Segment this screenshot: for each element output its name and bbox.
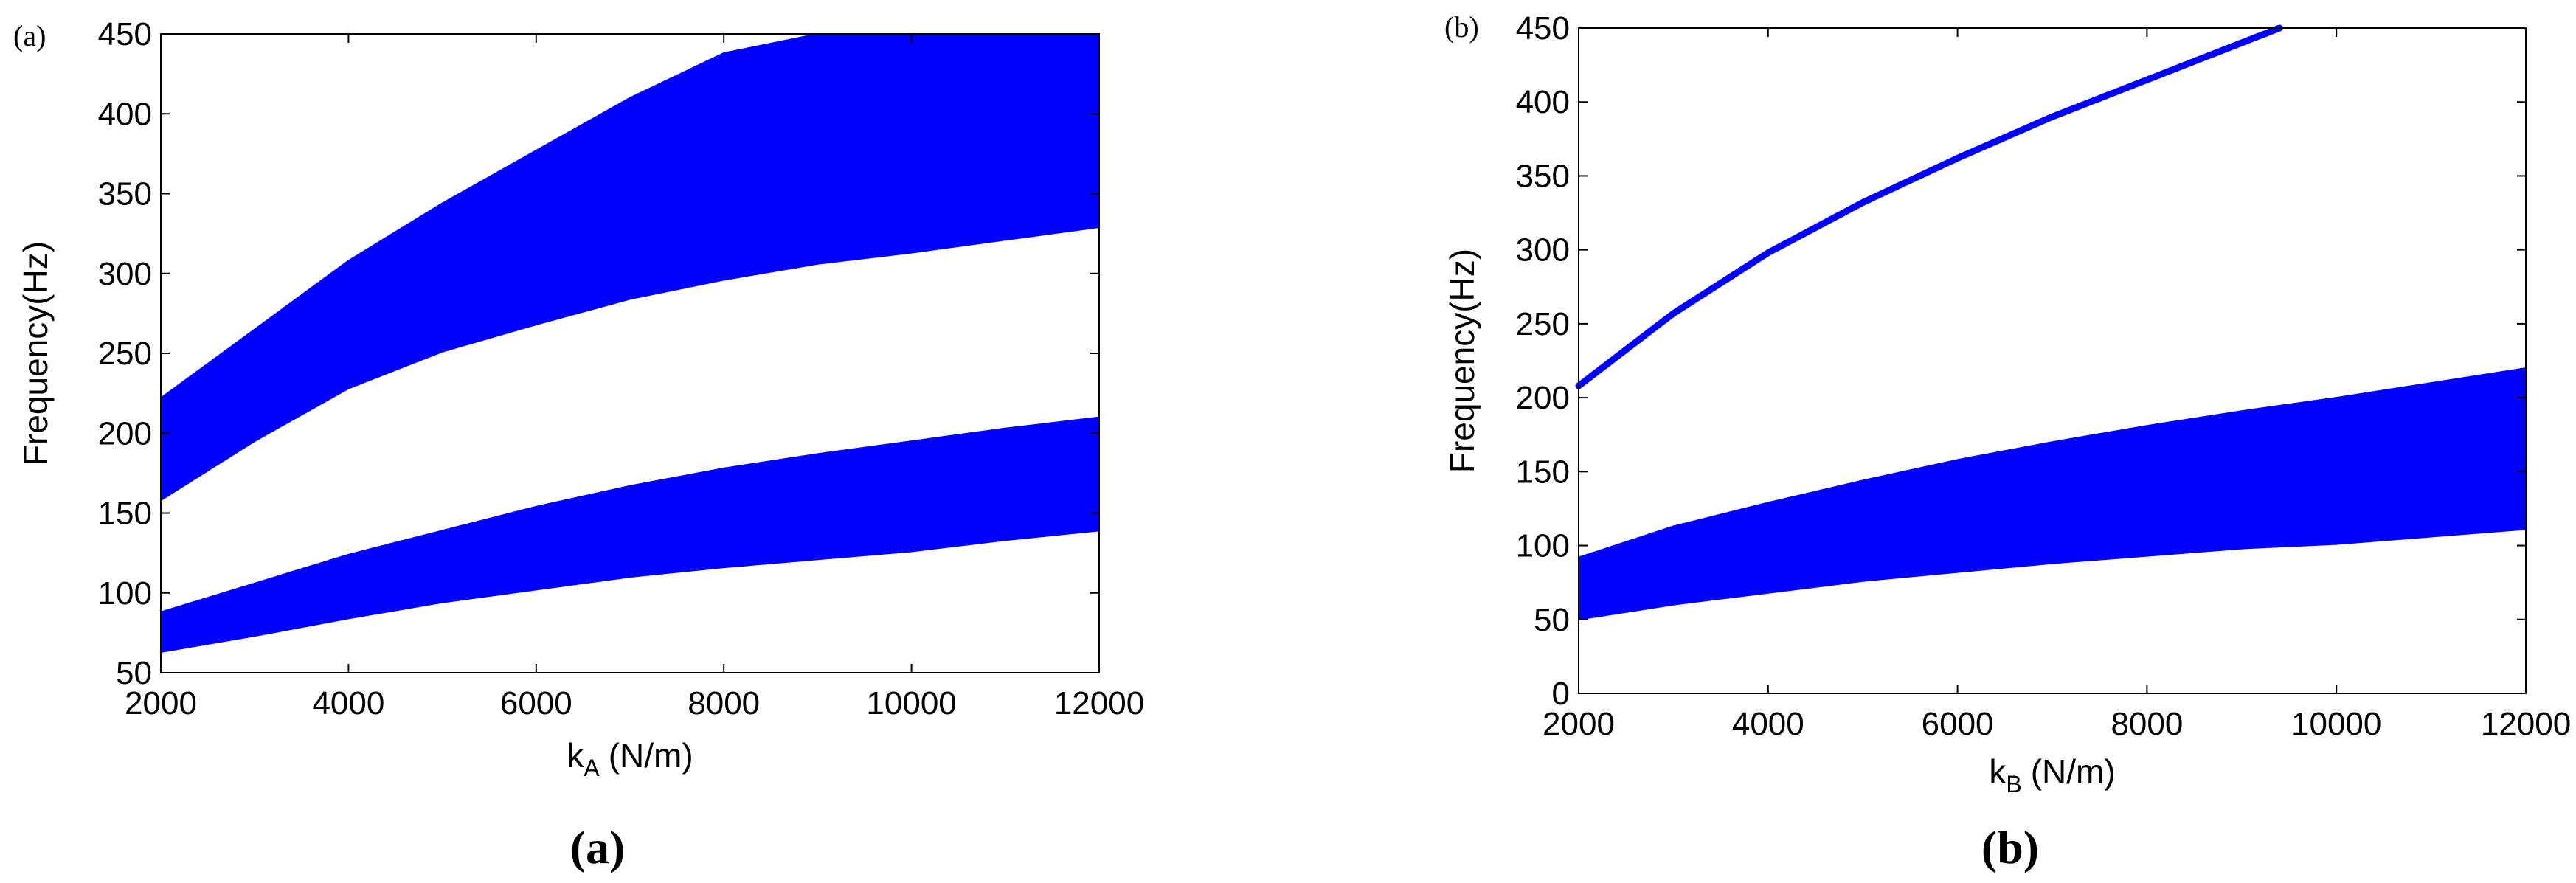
frequency-band-b-1 (1578, 367, 2527, 620)
frequency-curve-b-1 (1575, 24, 2283, 389)
x-tick-label: 4000 (312, 685, 384, 721)
x-tick-label: 6000 (500, 685, 572, 721)
chart-panel-b: (b) 2000 4000 6000 8000 10000 12000 0 50 100 150… (1443, 10, 2571, 873)
x-tick-label: 2000 (1543, 706, 1615, 742)
x-axis-label-main-a: k (567, 736, 584, 775)
y-tick-label: 100 (98, 575, 152, 612)
y-tick-label: 0 (1552, 676, 1570, 712)
x-axis-label-subscript-a: A (584, 755, 600, 781)
panel-tag-a: (a) (13, 19, 46, 52)
y-tick-label: 300 (98, 256, 152, 292)
caption-a: (a) (570, 821, 626, 873)
x-tick-label: 10000 (866, 685, 956, 721)
plot-frame-b (1578, 27, 2527, 694)
y-tick-label: 400 (98, 96, 152, 132)
x-tick-label: 6000 (1922, 706, 1994, 742)
x-tick-label: 8000 (2111, 706, 2183, 742)
x-tick-label: 8000 (688, 685, 760, 721)
x-axis-label-b: kB (N/m) (1989, 752, 2115, 797)
plot-area-b (1575, 24, 2527, 620)
x-axis-ticks-b: 2000 4000 6000 8000 10000 12000 (1543, 28, 2571, 742)
frequency-band-a-2 (160, 33, 1100, 502)
x-axis-label-unit-b: (N/m) (2031, 752, 2116, 791)
x-tick-label: 12000 (1054, 685, 1144, 721)
y-tick-label: 200 (98, 415, 152, 451)
x-axis-label-subscript-b: B (2006, 771, 2021, 797)
panel-tag-b: (b) (1444, 10, 1479, 44)
y-tick-label: 450 (98, 16, 152, 52)
y-axis-label-b: Frequency(Hz) (1443, 249, 1481, 473)
y-axis-label-a: Frequency(Hz) (16, 241, 55, 465)
chart-panel-a: (a) 2000 4000 6000 8000 10000 12000 501001502… (13, 16, 1144, 873)
x-axis-label-unit-a: (N/m) (609, 736, 693, 775)
y-tick-label: 200 (1516, 380, 1570, 416)
y-tick-label: 350 (1516, 158, 1570, 194)
y-axis-ticks-b: 0 50 100 150 200 250 300 350 400 450 (1516, 10, 2526, 712)
x-tick-label: 4000 (1732, 706, 1804, 742)
x-axis-ticks-a: 2000 4000 6000 8000 10000 12000 (125, 34, 1144, 721)
y-tick-label: 50 (116, 655, 152, 691)
y-tick-label: 250 (98, 336, 152, 372)
x-tick-label: 10000 (2291, 706, 2381, 742)
y-axis-ticks-a: 50 100 150 200 250 300 350 400 450 (98, 16, 1099, 691)
caption-b: (b) (1981, 821, 2039, 873)
y-tick-label: 250 (1516, 306, 1570, 342)
x-tick-label: 2000 (125, 685, 197, 721)
y-tick-label: 50 (1534, 602, 1570, 638)
x-axis-label-main-b: k (1989, 752, 2007, 791)
y-tick-label: 300 (1516, 232, 1570, 269)
y-tick-label: 100 (1516, 528, 1570, 564)
x-tick-label: 12000 (2481, 706, 2571, 742)
plot-area-a (160, 33, 1100, 654)
y-tick-label: 450 (1516, 10, 1570, 46)
x-axis-label-a: kA (N/m) (567, 736, 693, 781)
y-tick-label: 350 (98, 176, 152, 212)
y-tick-label: 150 (98, 496, 152, 532)
y-tick-label: 400 (1516, 84, 1570, 120)
frequency-band-a-1 (160, 416, 1100, 654)
y-tick-label: 150 (1516, 454, 1570, 490)
